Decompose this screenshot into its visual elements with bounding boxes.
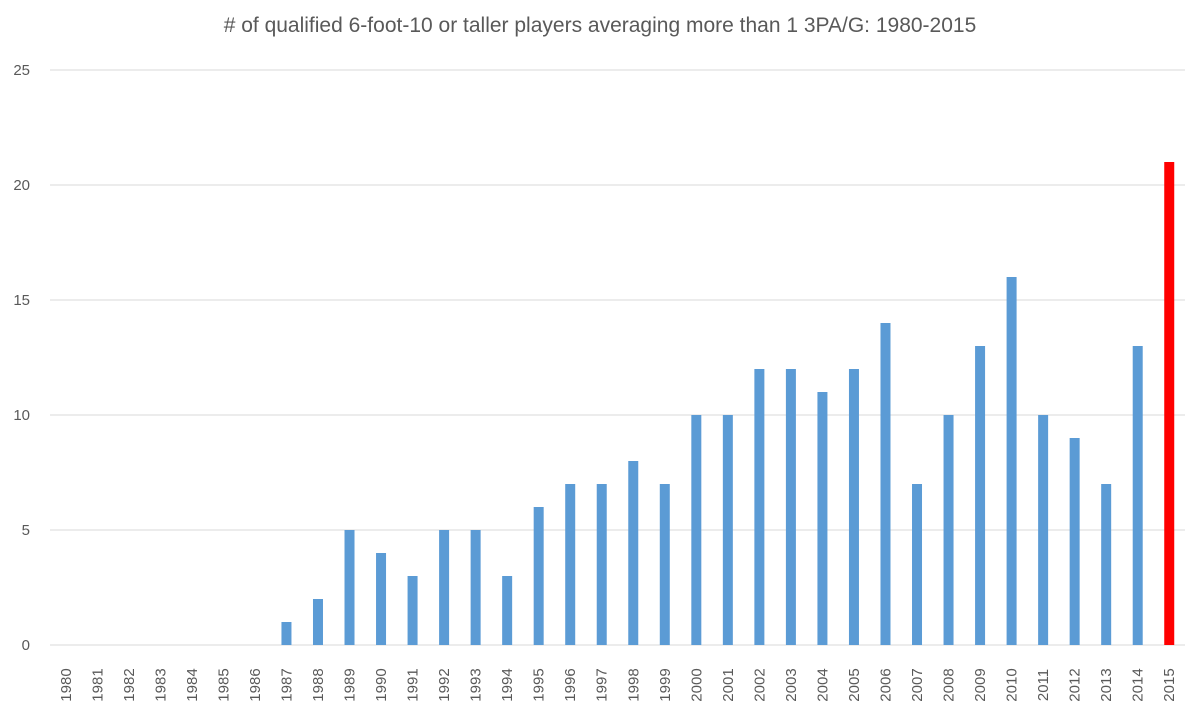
bar-1991	[407, 576, 418, 645]
bar-1992	[439, 530, 450, 645]
bar-2006	[880, 323, 891, 645]
x-tick-label: 1998	[625, 668, 642, 701]
bar-2005	[848, 369, 859, 645]
bar-2009	[975, 346, 986, 645]
bar-2014	[1132, 346, 1143, 645]
gridlines	[50, 69, 1185, 646]
bar-1995	[533, 507, 544, 645]
x-tick-label: 1986	[247, 668, 264, 701]
bar-1997	[596, 484, 607, 645]
bar-2012	[1069, 438, 1080, 645]
bars	[281, 162, 1175, 645]
x-axis-ticks: 1980 1981 1982 1983 1984 1985 1986 1987 1988 1989…	[58, 668, 1178, 701]
x-tick-label: 1990	[373, 668, 390, 701]
x-tick-label: 2000	[688, 668, 705, 701]
x-tick-label: 2011	[1035, 669, 1052, 701]
y-tick-label: 20	[13, 177, 30, 194]
x-tick-label: 1999	[657, 668, 674, 701]
x-tick-label: 1983	[152, 668, 169, 701]
x-tick-label: 1980	[58, 668, 75, 701]
x-tick-label: 2008	[941, 668, 958, 701]
bar-1996	[565, 484, 576, 645]
x-tick-label: 1981	[89, 668, 106, 701]
bar-2011	[1038, 415, 1049, 645]
x-tick-label: 1993	[468, 668, 485, 701]
bar-1988	[312, 599, 323, 645]
x-tick-label: 2012	[1067, 668, 1084, 701]
x-tick-label: 1989	[342, 668, 359, 701]
y-tick-label: 15	[13, 292, 30, 309]
bar-1990	[376, 553, 387, 645]
bar-2004	[817, 392, 828, 645]
x-tick-label: 1992	[436, 668, 453, 701]
y-tick-label: 0	[22, 637, 30, 654]
chart-title: # of qualified 6-foot-10 or taller playe…	[223, 14, 977, 37]
x-tick-label: 1984	[184, 668, 201, 701]
x-tick-label: 1987	[278, 668, 295, 701]
x-tick-label: 1995	[531, 668, 548, 701]
x-tick-label: 1994	[499, 668, 516, 701]
bar-2001	[722, 415, 733, 645]
bar-2007	[912, 484, 923, 645]
x-tick-label: 2007	[909, 668, 926, 701]
y-tick-label: 5	[22, 522, 30, 539]
x-tick-label: 2014	[1130, 668, 1147, 701]
x-tick-label: 1982	[121, 668, 138, 701]
x-tick-label: 2004	[814, 668, 831, 701]
bar-2000	[691, 415, 702, 645]
bar-1987	[281, 622, 292, 645]
x-tick-label: 2006	[877, 668, 894, 701]
bar-1994	[502, 576, 513, 645]
bar-2010	[1006, 277, 1017, 645]
x-tick-label: 2001	[720, 668, 737, 701]
x-tick-label: 1985	[215, 668, 232, 701]
bar-1999	[659, 484, 670, 645]
bar-2003	[785, 369, 796, 645]
x-tick-label: 2005	[846, 668, 863, 701]
bar-1998	[628, 461, 639, 645]
y-tick-label: 10	[13, 407, 30, 424]
x-tick-label: 1997	[594, 668, 611, 701]
y-axis-ticks: 0 5 10 15 20 25	[13, 62, 30, 654]
bar-2013	[1101, 484, 1112, 645]
y-tick-label: 25	[13, 62, 30, 79]
bar-2002	[754, 369, 765, 645]
bar-1993	[470, 530, 481, 645]
x-tick-label: 1996	[562, 668, 579, 701]
x-tick-label: 2002	[751, 668, 768, 701]
bar-2008	[943, 415, 954, 645]
x-tick-label: 2009	[972, 668, 989, 701]
bar-2015	[1164, 162, 1175, 645]
x-tick-label: 2010	[1004, 668, 1021, 701]
x-tick-label: 2015	[1161, 668, 1178, 701]
x-tick-label: 1991	[405, 668, 422, 701]
x-tick-label: 2013	[1098, 668, 1115, 701]
x-tick-label: 1988	[310, 668, 327, 701]
x-tick-label: 2003	[783, 668, 800, 701]
bar-1989	[344, 530, 355, 645]
